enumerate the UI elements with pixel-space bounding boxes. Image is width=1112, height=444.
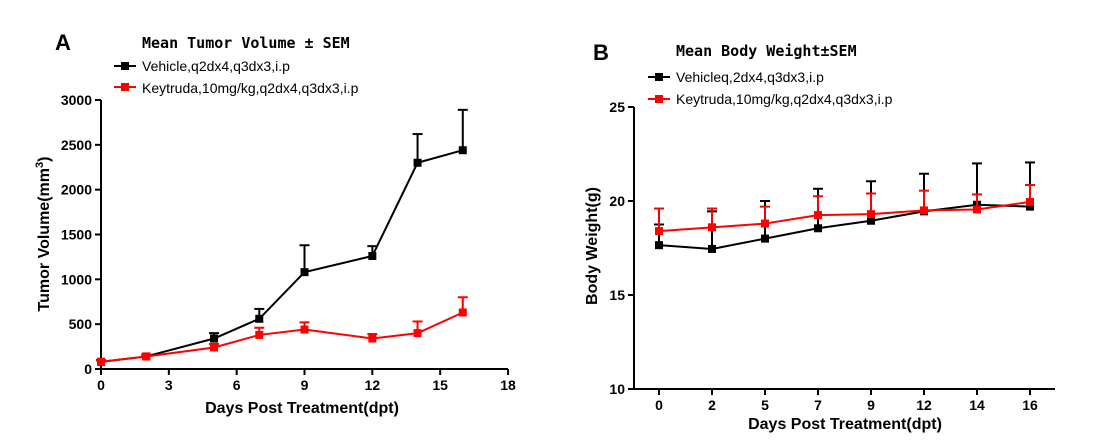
panel-b-y-axis-label: Body Weight(g) (584, 187, 601, 305)
panel-b-x-tick-label: 9 (867, 397, 875, 413)
panel-a-y-axis-label-close: ) (36, 157, 53, 162)
panel-a-data-point (142, 352, 151, 361)
panel-a-data-point (300, 268, 309, 277)
panel-a-legend-swatch-marker (121, 62, 129, 70)
panel-a-data-point (368, 334, 377, 343)
panel-a-x-tick-label: 0 (97, 377, 105, 393)
panel-b-data-point (920, 206, 928, 215)
panel-a-x-axis-label: Days Post Treatment(dpt) (205, 400, 399, 417)
panel-b-data-point (867, 210, 875, 219)
panel-b-data-point (708, 244, 716, 253)
panel-a-y-tick-label: 2000 (61, 182, 92, 198)
panel-b-series-line (658, 200, 1031, 233)
panel-a-data-point (413, 329, 422, 338)
panel-b-data-point (1026, 202, 1034, 211)
panel-b-legend-label-0: Vehicleq,2dx4,q3dx3,i.p (676, 69, 824, 85)
panel-a-letter: A (55, 30, 71, 55)
panel-a-x-tick-label: 12 (365, 377, 381, 393)
panel-a-x-tick-label: 6 (233, 377, 241, 393)
panel-b-data-point (1026, 197, 1034, 206)
panel-a-y-axis-label-sup: 3 (34, 162, 46, 168)
panel-a-legend-label-0: Vehicle,q2dx4,q3dx3,i.p (142, 58, 290, 74)
panel-a-series-1 (96, 296, 468, 366)
panel-a-series-0 (96, 108, 468, 366)
panel-a-y-tick-label: 1500 (61, 227, 92, 243)
panel-b-data-point (973, 205, 981, 214)
panel-b-x-tick-label: 2 (708, 397, 716, 413)
panel-b-x-tick-label: 5 (761, 397, 769, 413)
panel-a-y-tick-label: 0 (84, 361, 92, 377)
panel-a-data-point (97, 357, 105, 366)
panel-b-series-line (658, 203, 1031, 250)
panel-b-y-tick-label: 15 (609, 287, 625, 303)
panel-a-data-point (458, 146, 467, 155)
panel-a-data-point (458, 308, 467, 317)
panel-b-data-point (867, 216, 875, 225)
panel-b-series-1 (654, 184, 1035, 236)
panel-b-x-tick-label: 7 (814, 397, 822, 413)
panel-a-data-point (300, 325, 309, 334)
panel-a-legend-label-1: Keytruda,10mg/kg,q2dx4,q3dx3,i.p (142, 80, 359, 96)
panel-b-y-tick-label: 20 (609, 193, 625, 209)
panel-b-data-point (761, 234, 769, 243)
panel-a-title: Mean Tumor Volume ± SEM (142, 34, 350, 52)
panel-a-y-tick-label: 500 (69, 316, 93, 332)
panel-b-data-point (761, 219, 769, 228)
panel-b-data-point (708, 223, 716, 232)
panel-a-data-point (255, 314, 264, 323)
panel-a-data-point (255, 330, 264, 339)
panel-b-y-tick-label: 25 (609, 99, 625, 115)
panel-a-x-tick-label: 18 (500, 377, 516, 393)
panel-a-y-tick-label: 2500 (61, 137, 92, 153)
panel-b-x-axis-label: Days Post Treatment(dpt) (748, 416, 942, 433)
panel-a-data-point (210, 343, 219, 352)
panel-b-legend-swatch-marker (655, 95, 663, 103)
panel-a-y-axis-label: Tumor Volume(mm3) (34, 157, 53, 312)
panel-a-plot: 0 500 1000 1500 2000 2500 3000 0 3 6 9 12 15 18 (61, 62, 516, 393)
panel-a-data-point (413, 158, 422, 167)
panel-b-data-point (655, 227, 663, 236)
panel-a-series-line (100, 149, 464, 363)
panel-a-y-axis-label-main: Tumor Volume(mm (36, 168, 53, 311)
panel-a-y-tick-label: 1000 (61, 271, 92, 287)
panel-b-x-tick-label: 16 (1022, 397, 1038, 413)
panel-b-data-point (655, 241, 663, 250)
panel-b-letter: B (593, 40, 609, 65)
panel-b-data-point (814, 211, 822, 220)
panel-a-series-line (100, 311, 464, 363)
panel-a-data-point (368, 252, 377, 261)
panel-a-data-point (210, 334, 219, 343)
panel-b-legend-label-1: Keytruda,10mg/kg,q2dx4,q3dx3,i.p (676, 91, 893, 107)
panel-a-x-tick-label: 9 (301, 377, 309, 393)
panel-b-legend-swatch-marker (655, 73, 663, 81)
panel-b-x-tick-label: 14 (969, 397, 985, 413)
panel-b-x-tick-label: 0 (655, 397, 663, 413)
panel-a-y-tick-label: 3000 (61, 92, 92, 108)
panel-a-x-tick-label: 3 (165, 377, 173, 393)
panel-b-title: Mean Body Weight±SEM (676, 42, 857, 60)
panel-b-x-tick-label: 12 (916, 397, 932, 413)
panel-a-x-tick-label: 15 (432, 377, 448, 393)
panel-a-legend-swatch-marker (121, 83, 129, 91)
panel-b-y-tick-label: 10 (609, 381, 625, 397)
panel-b-data-point (814, 224, 822, 233)
